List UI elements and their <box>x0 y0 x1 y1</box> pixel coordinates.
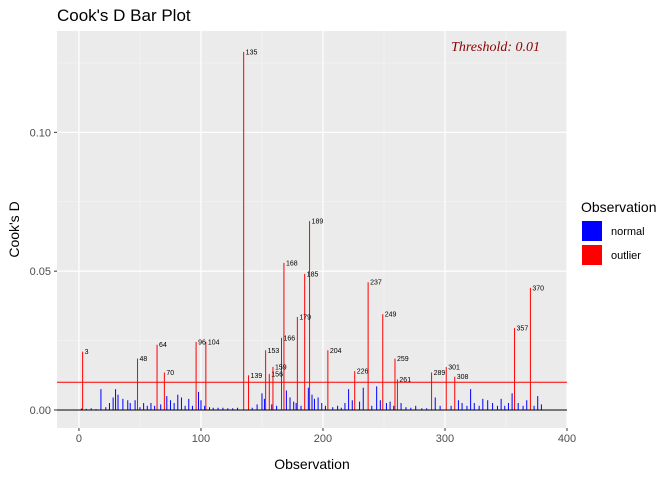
legend-swatch-normal <box>582 221 602 241</box>
observation-label: 259 <box>397 356 409 363</box>
observation-label: 168 <box>286 260 298 267</box>
legend-label-normal: normal <box>611 226 645 238</box>
legend: Observation normal outlier <box>581 199 656 265</box>
y-tick-label: 0.00 <box>30 405 51 417</box>
observation-label: 104 <box>208 339 220 346</box>
observation-label: 139 <box>251 373 263 380</box>
observation-label: 308 <box>457 374 469 381</box>
observation-label: 261 <box>399 377 411 384</box>
y-axis-title: Cook's D <box>6 201 22 257</box>
y-tick-label: 0.05 <box>30 266 51 278</box>
x-tick-label: 300 <box>436 433 454 445</box>
observation-label: 301 <box>448 364 460 371</box>
observation-label: 96 <box>198 339 206 346</box>
observation-label: 226 <box>357 369 369 376</box>
y-axis: 0.00 0.05 0.10 <box>30 127 57 417</box>
observation-label: 70 <box>166 370 174 377</box>
observation-label: 135 <box>246 49 258 56</box>
observation-label: 48 <box>140 356 148 363</box>
observation-label: 64 <box>159 342 167 349</box>
observation-label: 370 <box>532 285 544 292</box>
observation-label: 179 <box>299 314 311 321</box>
threshold-label: Threshold: 0.01 <box>451 40 540 55</box>
x-axis: 0 100 200 300 400 <box>76 428 576 445</box>
observation-label: 159 <box>275 364 287 371</box>
observation-label: 189 <box>312 219 324 226</box>
observation-label: 204 <box>330 348 342 355</box>
observation-label: 153 <box>268 348 280 355</box>
y-tick-label: 0.10 <box>30 127 51 139</box>
observation-label: 166 <box>283 335 295 342</box>
observation-label: 249 <box>385 312 397 319</box>
observation-label: 357 <box>517 326 529 333</box>
x-tick-label: 0 <box>76 433 82 445</box>
x-tick-label: 100 <box>192 433 210 445</box>
observation-label: 289 <box>434 370 446 377</box>
legend-swatch-outlier <box>582 245 602 265</box>
legend-title: Observation <box>581 199 656 215</box>
observation-label: 156 <box>271 371 283 378</box>
observation-label: 185 <box>307 271 319 278</box>
plot-panel <box>57 31 567 428</box>
x-tick-label: 400 <box>558 433 576 445</box>
legend-label-outlier: outlier <box>611 250 641 262</box>
observation-label: 237 <box>370 280 382 287</box>
chart-title: Cook's D Bar Plot <box>57 6 191 25</box>
bars <box>80 51 542 410</box>
observation-label: 3 <box>85 349 89 356</box>
grid-minor <box>57 31 567 428</box>
x-tick-label: 200 <box>314 433 332 445</box>
x-axis-title: Observation <box>274 456 349 472</box>
